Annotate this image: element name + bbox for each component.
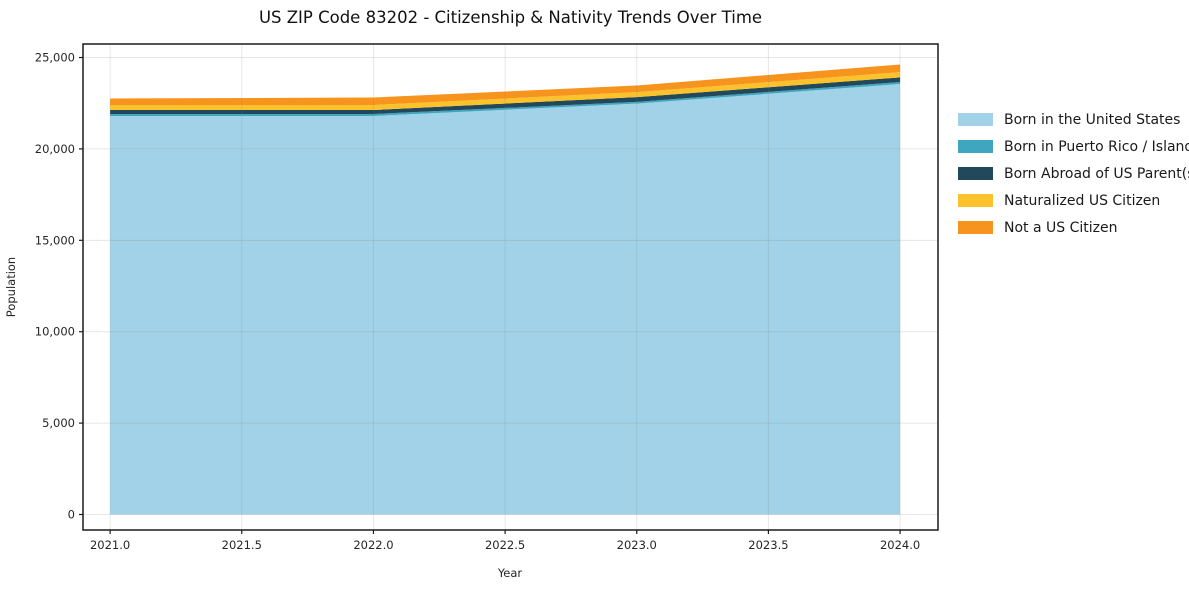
x-tick-label: 2023.0 <box>617 538 657 552</box>
legend-swatch <box>958 221 993 234</box>
chart-title: US ZIP Code 83202 - Citizenship & Nativi… <box>258 8 763 27</box>
plot-frame <box>82 43 939 531</box>
x-tick-label: 2024.0 <box>880 538 920 552</box>
y-tick-label: 15,000 <box>35 233 75 247</box>
legend-item: Born in Puerto Rico / Islands <box>958 133 1189 160</box>
x-tick-label: 2023.5 <box>748 538 788 552</box>
legend-swatch <box>958 194 993 207</box>
legend-swatch <box>958 167 993 180</box>
area-series <box>110 77 901 114</box>
y-tick-label: 0 <box>68 507 75 521</box>
legend-swatch <box>958 113 993 126</box>
legend: Born in the United States Born in Puerto … <box>958 106 1189 241</box>
x-tick-label: 2021.5 <box>222 538 262 552</box>
legend-item: Naturalized US Citizen <box>958 187 1189 214</box>
area-series <box>110 84 901 515</box>
x-axis-label: Year <box>497 566 523 580</box>
gridlines-group <box>83 44 938 530</box>
legend-label: Born in Puerto Rico / Islands <box>1004 138 1189 155</box>
legend-label: Naturalized US Citizen <box>1004 192 1161 209</box>
legend-item: Born Abroad of US Parent(s) <box>958 160 1189 187</box>
legend-item: Not a US Citizen <box>958 214 1189 241</box>
legend-item: Born in the United States <box>958 106 1189 133</box>
x-tick-label: 2022.5 <box>485 538 525 552</box>
legend-label: Born in the United States <box>1004 111 1181 128</box>
area-series <box>110 82 901 116</box>
y-axis-label: Population <box>4 257 18 317</box>
y-tick-label: 5,000 <box>42 416 75 430</box>
x-tick-label: 2022.0 <box>353 538 393 552</box>
legend-label: Born Abroad of US Parent(s) <box>1004 165 1189 182</box>
y-tick-label: 10,000 <box>35 325 75 339</box>
y-tick-label: 20,000 <box>35 142 75 156</box>
y-tick-label: 25,000 <box>35 51 75 65</box>
area-series <box>110 72 901 110</box>
x-tick-label: 2021.0 <box>90 538 130 552</box>
areas-group <box>110 64 901 515</box>
area-series <box>110 64 901 105</box>
legend-swatch <box>958 140 993 153</box>
legend-label: Not a US Citizen <box>1004 219 1118 236</box>
ticks-group: 2021.0 2021.5 2022.0 2022.5 2023.0 2023.5 2024… <box>35 51 920 552</box>
